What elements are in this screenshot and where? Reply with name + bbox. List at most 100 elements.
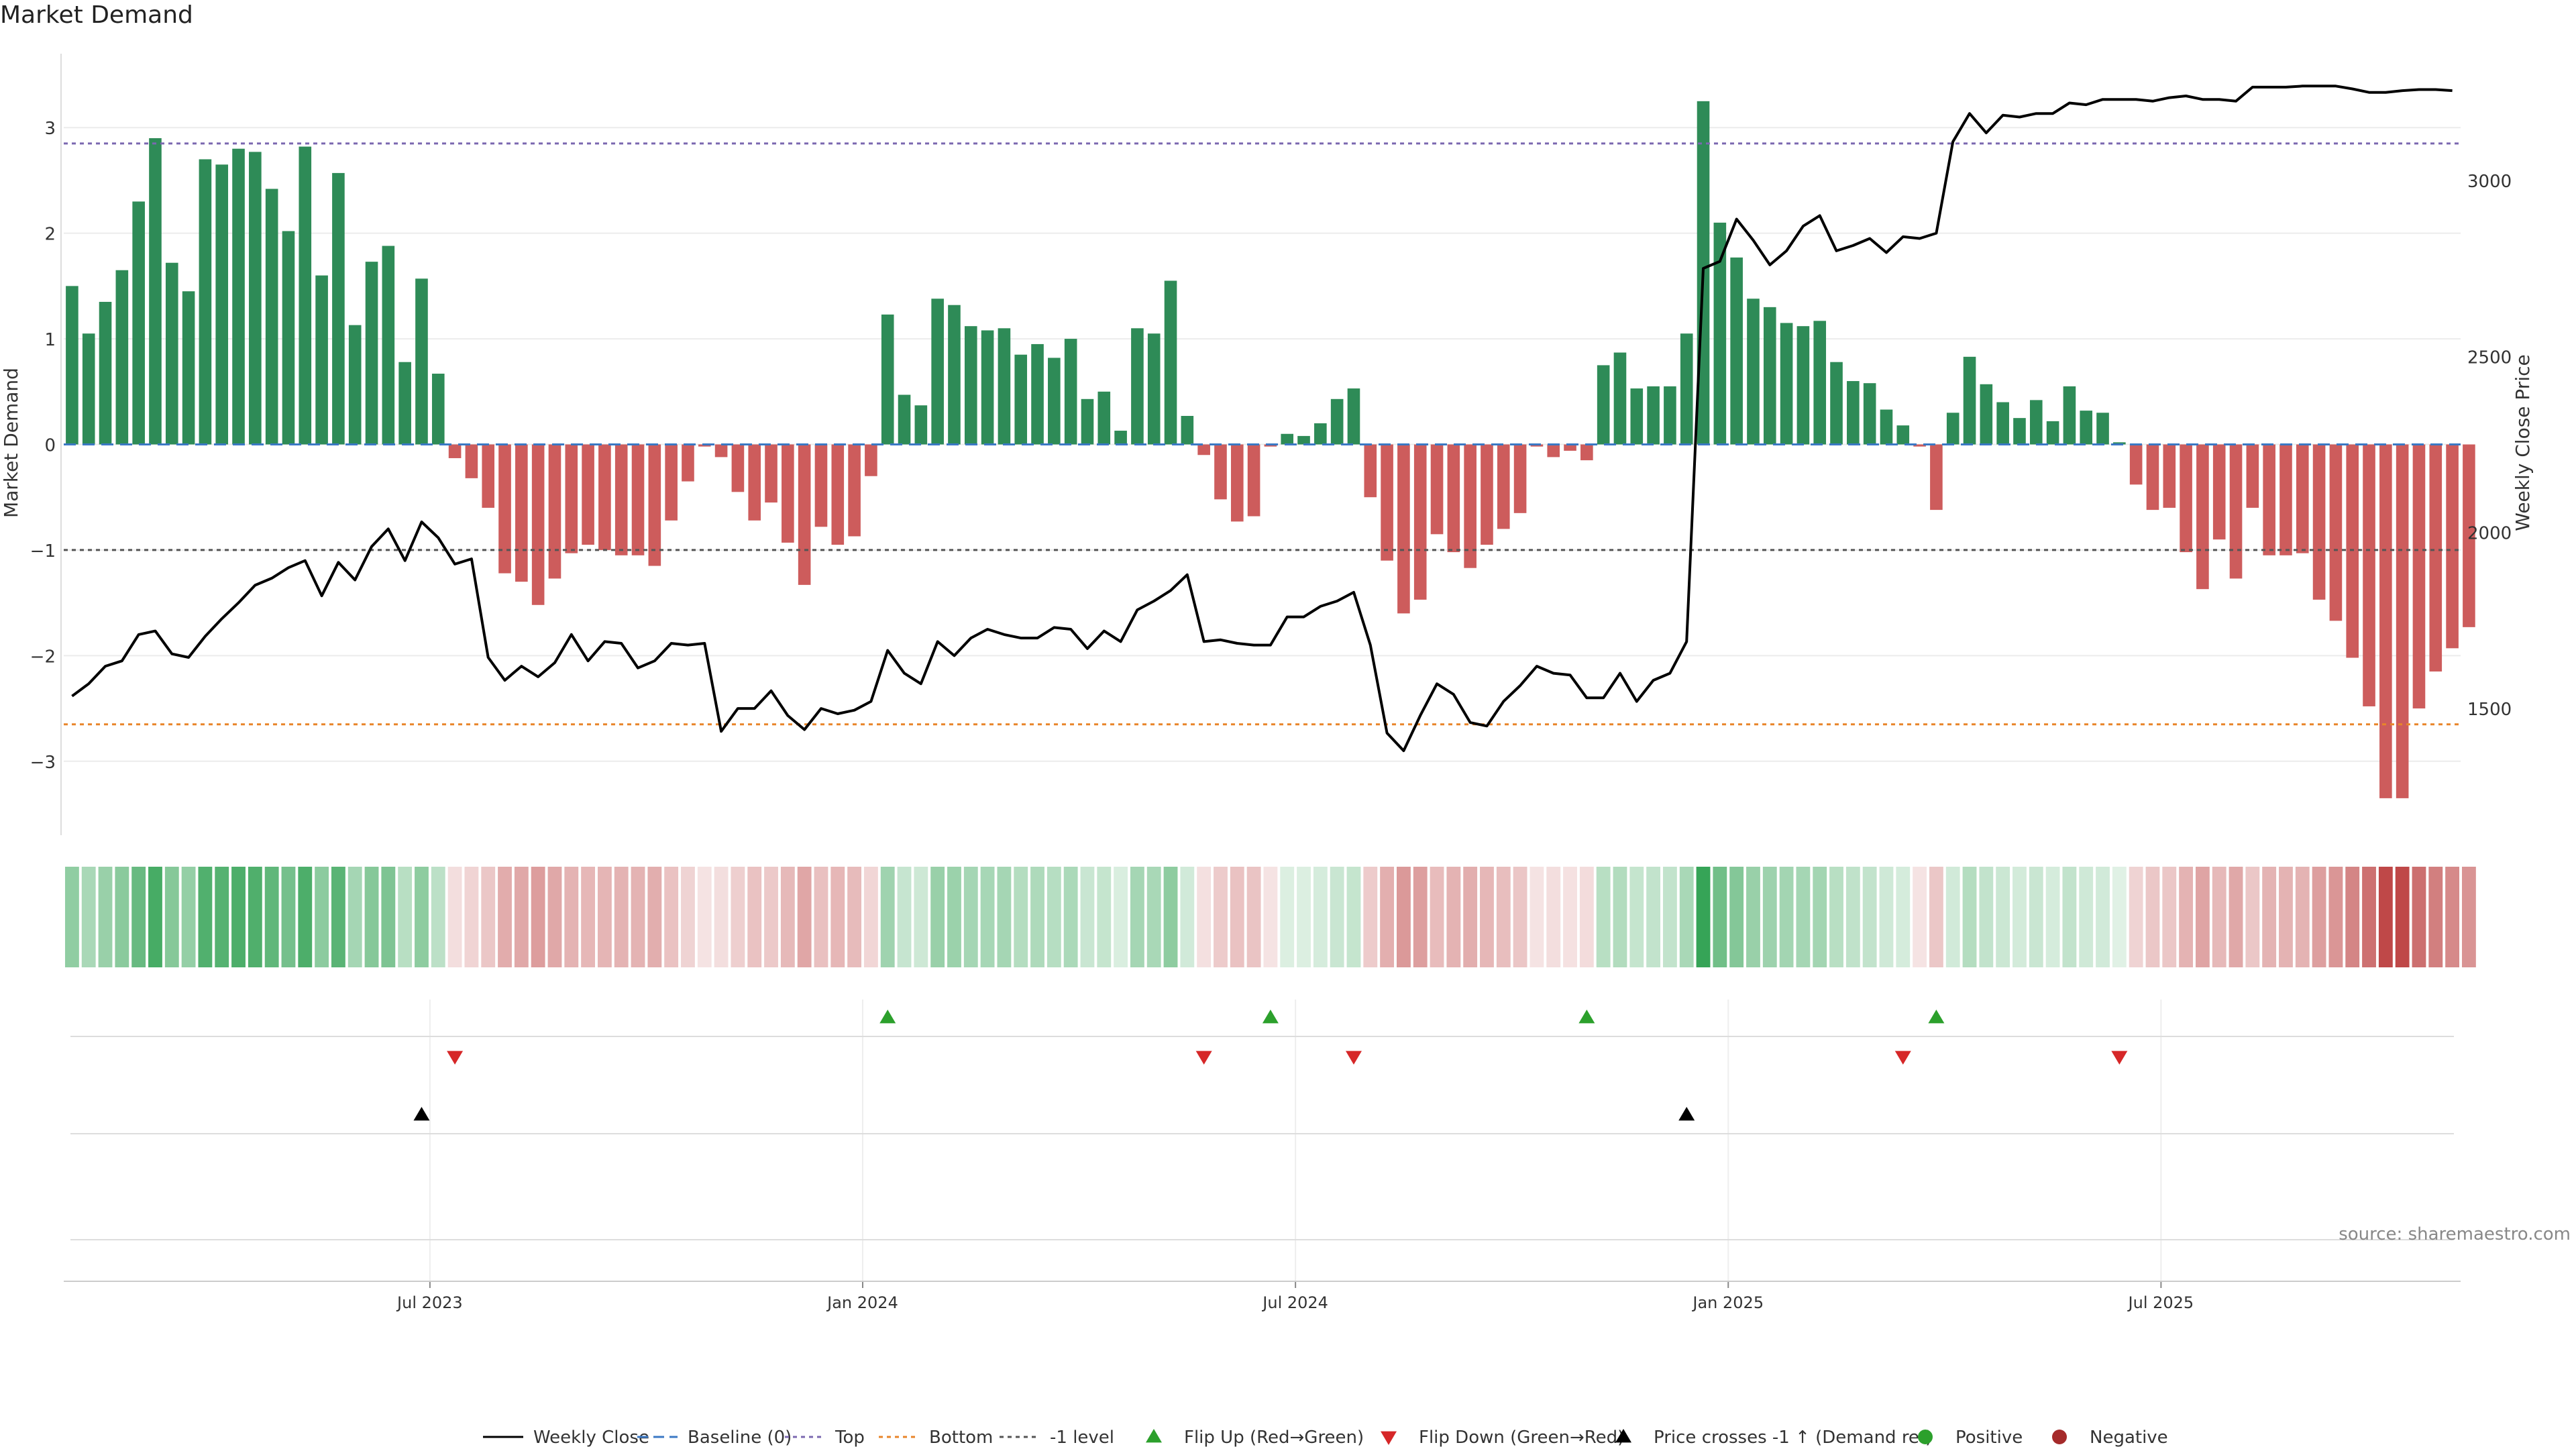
strip-cell	[1130, 867, 1144, 967]
strip-cell	[963, 867, 978, 967]
legend-item: -1 level	[1000, 1428, 1114, 1448]
strip-cell	[2212, 867, 2226, 967]
negative-bar	[1214, 444, 1227, 500]
positive-bar	[1880, 409, 1893, 445]
negative-bar	[648, 444, 661, 566]
strip-cell	[381, 867, 396, 967]
strip-cell	[2079, 867, 2094, 967]
positive-bar	[99, 301, 112, 445]
strip-cell	[2312, 867, 2326, 967]
strip-cell	[930, 867, 945, 967]
y-tick-label: 1	[44, 330, 56, 350]
positive-bar	[1097, 391, 1111, 445]
negative-bar	[2329, 444, 2343, 621]
strip-cell	[98, 867, 113, 967]
strip-cell	[1180, 867, 1195, 967]
strip-cell	[2378, 867, 2393, 967]
strip-cell	[1596, 867, 1611, 967]
positive-bar	[1780, 323, 1793, 445]
strip-cell	[264, 867, 279, 967]
positive-bar	[1863, 383, 1876, 445]
strip-cell	[1796, 867, 1811, 967]
x-tick-label: Jul 2023	[396, 1293, 463, 1312]
strip-cell	[2045, 867, 2060, 967]
flip-down-marker	[2111, 1051, 2128, 1065]
y-tick-label: −1	[30, 541, 56, 561]
negative-bar	[2212, 444, 2226, 540]
strip-cell	[1214, 867, 1228, 967]
strip-cell	[1396, 867, 1411, 967]
x-tick-label: Jul 2025	[2127, 1293, 2194, 1312]
strip-cell	[2162, 867, 2177, 967]
y-tick-label: 3	[44, 119, 56, 139]
negative-bar	[582, 444, 594, 545]
strip-cell	[1646, 867, 1661, 967]
negative-bar	[565, 444, 578, 553]
negative-bar	[1547, 444, 1560, 458]
strip-cell	[1230, 867, 1244, 967]
strip-cell	[2245, 867, 2260, 967]
strip-cell	[1380, 867, 1395, 967]
strip-cell	[1845, 867, 1860, 967]
strip-cell	[1563, 867, 1577, 967]
negative-bar	[2412, 444, 2426, 709]
y-tick-label: 2	[44, 225, 56, 245]
legend-positive-swatch	[1918, 1430, 1933, 1444]
positive-bar	[1664, 386, 1676, 445]
chart-title: Market Demand	[0, 1, 193, 29]
positive-bar	[1996, 402, 2009, 445]
reference-lines	[64, 142, 2461, 726]
flip-up-marker	[1262, 1010, 1279, 1024]
strip-cell	[415, 867, 429, 967]
strip-cell	[947, 867, 961, 967]
negative-bar	[2379, 444, 2392, 798]
positive-bar	[948, 305, 961, 445]
y-tick-label: 0	[44, 436, 56, 456]
positive-bar	[1647, 386, 1660, 445]
strip-cell	[1862, 867, 1877, 967]
positive-bar	[931, 299, 944, 445]
strip-cell	[1330, 867, 1344, 967]
positive-bar	[1980, 384, 1993, 445]
positive-bar	[1946, 413, 1960, 445]
legend-flip-up-swatch	[1146, 1429, 1162, 1443]
strip-cell	[847, 867, 862, 967]
positive-bar	[1747, 299, 1760, 445]
strip-cell	[431, 867, 445, 967]
positive-bar	[1680, 333, 1693, 445]
negative-bar	[465, 444, 478, 478]
strip-cell	[631, 867, 645, 967]
strip-cell	[797, 867, 812, 967]
strip-cell	[1962, 867, 1977, 967]
positive-bar	[365, 262, 378, 445]
positive-bar	[881, 314, 894, 445]
positive-bar	[914, 405, 928, 445]
strip-cell	[2345, 867, 2360, 967]
legend-item: Negative	[2052, 1428, 2168, 1448]
strip-cell	[747, 867, 762, 967]
positive-bar	[998, 328, 1011, 445]
strip-cell	[880, 867, 895, 967]
legend-negative-swatch	[2052, 1430, 2067, 1444]
strip-cell	[2279, 867, 2293, 967]
negative-bar	[2246, 444, 2259, 508]
strip-cell	[1463, 867, 1478, 967]
positive-bar	[232, 148, 245, 445]
negative-bar	[448, 444, 462, 458]
positive-bar	[1164, 280, 1177, 445]
strip-cell	[148, 867, 162, 967]
strip-cell	[2445, 867, 2460, 967]
strip-cell	[1280, 867, 1295, 967]
positive-bar	[215, 164, 229, 445]
strip-cell	[1097, 867, 1112, 967]
positive-bar	[66, 286, 78, 445]
strip-cell	[2262, 867, 2277, 967]
legend-item: Weekly Close	[483, 1428, 649, 1448]
negative-bar	[1513, 444, 1527, 513]
positive-bar	[415, 278, 428, 445]
positive-bar	[1763, 307, 1776, 445]
y-tick-label: −2	[30, 647, 56, 667]
negative-bar	[1397, 444, 1410, 614]
negative-bar	[1481, 444, 1493, 545]
strip-cell	[2229, 867, 2243, 967]
